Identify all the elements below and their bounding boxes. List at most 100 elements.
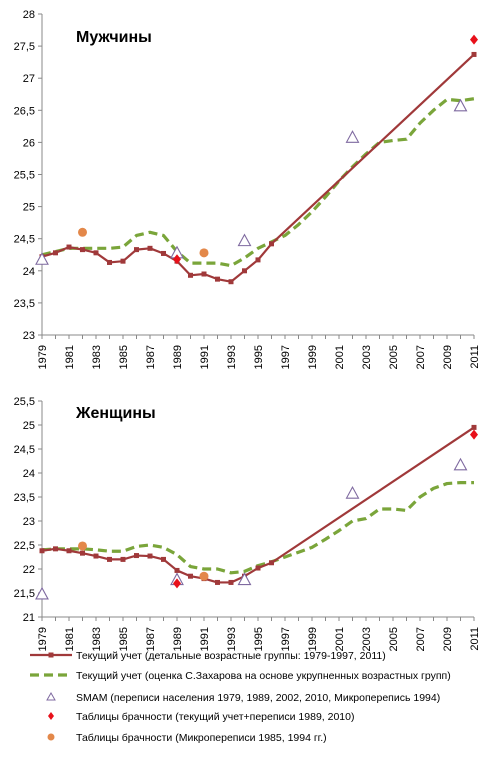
point-current xyxy=(228,579,234,585)
point-current xyxy=(188,272,193,278)
point-current xyxy=(242,268,247,274)
y-tick-label: 27,5 xyxy=(14,41,35,53)
y-tick-label: 24,5 xyxy=(14,444,35,456)
x-tick-label: 1979 xyxy=(37,627,49,651)
chart-panel-1: 23 23,5 24 24,5 25 25,5 26 26,5 27 27,5 28 1979 1981… xyxy=(14,9,481,369)
legend-label: Таблицы брачности (текущий учет+переписи… xyxy=(76,711,354,723)
point-current xyxy=(53,250,58,256)
y-tick-label: 25,5 xyxy=(14,396,35,408)
point-microcensus xyxy=(78,227,87,237)
point-current xyxy=(161,250,166,256)
legend-swatch-diamond xyxy=(48,712,54,720)
point-smam xyxy=(237,572,252,586)
x-tick-label: 1997 xyxy=(280,627,292,651)
point-marriage-tables xyxy=(470,34,478,45)
x-tick-label: 2007 xyxy=(415,345,427,369)
point-smam xyxy=(345,486,360,499)
x-tick-label: 2009 xyxy=(442,627,454,651)
x-tick-label: 1987 xyxy=(145,627,157,651)
y-tick-label: 28 xyxy=(23,9,35,21)
y-tick-label: 24 xyxy=(23,468,35,480)
series-line-zakharov xyxy=(41,97,475,268)
y-tick-label: 23,5 xyxy=(14,492,35,504)
x-tick-label: 1997 xyxy=(280,345,292,369)
x-tick-label: 2005 xyxy=(388,345,400,369)
chart-panel-2: 21 21,5 22 22,5 23 23,5 24 24,5 25 25,5 1979 1981 19… xyxy=(14,396,481,651)
y-tick-label: 22 xyxy=(23,564,35,576)
point-current xyxy=(39,548,45,554)
x-tick-label: 2003 xyxy=(361,345,373,369)
x-tick-label: 2009 xyxy=(442,345,454,369)
point-microcensus xyxy=(199,248,209,258)
y-tick-label: 26 xyxy=(23,137,35,149)
y-tick-label: 21 xyxy=(23,612,35,624)
legend-label: Текущий учет (детальные возрастные групп… xyxy=(76,650,386,662)
x-tick-label: 1979 xyxy=(37,345,49,369)
x-tick-label: 1999 xyxy=(307,627,319,651)
x-tick-label: 1983 xyxy=(91,627,103,651)
y-tick-label: 24,5 xyxy=(14,234,35,246)
legend-item-4: Таблицы брачности (текущий учет+переписи… xyxy=(48,711,354,723)
charts: 23 23,5 24 24,5 25 25,5 26 26,5 27 27,5 28 1979 1981… xyxy=(14,9,481,651)
point-smam xyxy=(453,457,468,471)
x-tick-label: 2003 xyxy=(361,627,373,651)
x-tick-label: 2007 xyxy=(415,627,427,651)
x-tick-label: 2001 xyxy=(334,627,346,651)
x-tick-label: 1985 xyxy=(118,627,130,651)
point-smam xyxy=(35,252,49,265)
x-tick-label: 1981 xyxy=(64,345,76,369)
x-tick-label: 2011 xyxy=(469,345,481,369)
legend-label: Текущий учет (оценка С.Захарова на основ… xyxy=(76,670,451,682)
x-tick-label: 1983 xyxy=(91,345,103,369)
point-current xyxy=(215,276,220,282)
legend-item-1: Текущий учет (детальные возрастные групп… xyxy=(30,650,386,662)
point-current xyxy=(93,250,99,256)
x-tick-label: 1999 xyxy=(307,345,319,369)
point-current xyxy=(80,247,85,253)
point-smam xyxy=(35,586,49,600)
legend-label: Таблицы брачности (Микропереписи 1985, 1… xyxy=(76,732,327,744)
y-tick-label: 22,5 xyxy=(14,540,35,552)
y-tick-label: 25 xyxy=(23,202,35,214)
x-tick-label: 1987 xyxy=(145,345,157,369)
x-tick-label: 1993 xyxy=(226,627,238,651)
point-microcensus xyxy=(199,571,209,581)
point-current xyxy=(147,245,153,251)
point-current xyxy=(120,258,126,264)
point-current xyxy=(228,279,234,285)
legend-swatch-circle xyxy=(47,733,55,741)
point-current xyxy=(215,579,220,585)
point-current xyxy=(53,546,58,552)
point-current xyxy=(134,553,139,559)
point-current xyxy=(66,548,72,554)
point-current xyxy=(471,51,477,57)
legend: Текущий учет (детальные возрастные групп… xyxy=(30,650,451,744)
point-current xyxy=(269,560,274,566)
point-current xyxy=(161,556,166,562)
x-tick-label: 1991 xyxy=(199,345,211,369)
point-current xyxy=(80,550,85,556)
y-tick-label: 23 xyxy=(23,516,35,528)
y-tick-label: 24 xyxy=(23,266,35,278)
x-tick-label: 1991 xyxy=(199,627,211,651)
chart-title: Женщины xyxy=(75,405,156,422)
legend-item-3: SMAM (переписи населения 1979, 1989, 200… xyxy=(46,691,440,704)
point-marriage-tables xyxy=(470,429,478,440)
point-smam xyxy=(453,98,468,112)
point-current xyxy=(174,567,180,573)
point-current xyxy=(269,241,274,247)
x-tick-label: 2011 xyxy=(469,627,481,651)
y-tick-label: 21,5 xyxy=(14,588,35,600)
point-current xyxy=(120,556,126,562)
y-tick-label: 23,5 xyxy=(14,298,35,310)
point-current xyxy=(147,553,153,559)
chart-title: Мужчины xyxy=(76,29,152,46)
y-tick-label: 25,5 xyxy=(14,170,35,182)
x-tick-label: 1995 xyxy=(253,627,265,651)
point-current xyxy=(107,556,112,562)
point-current xyxy=(93,553,99,559)
legend-item-2: Текущий учет (оценка С.Захарова на основ… xyxy=(30,670,451,682)
x-tick-label: 1981 xyxy=(64,627,76,651)
point-smam xyxy=(345,130,360,143)
